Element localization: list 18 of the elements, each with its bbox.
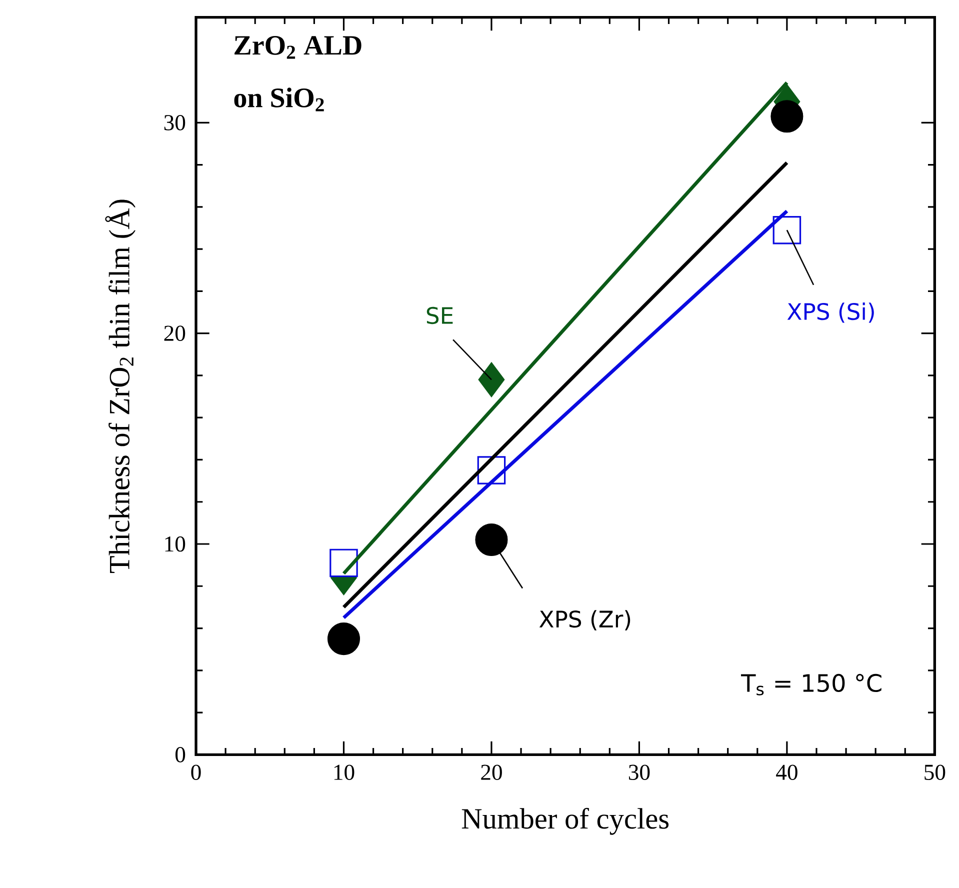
x-tick-label: 30	[628, 764, 650, 780]
x-tick-label: 0	[191, 764, 201, 780]
x-tick-label: 10	[334, 764, 354, 780]
text: SE	[426, 306, 453, 324]
x-axis-title: Number of cycles	[462, 808, 669, 835]
annotation: T$_{s}$ = 150 °C	[740, 674, 882, 696]
annotation: ZrO$_{2}$ ALD	[234, 36, 362, 59]
annotation: on SiO$_{2}$	[234, 88, 324, 112]
x-tick-label: 20	[481, 764, 502, 780]
y-tick-label: 10	[165, 536, 186, 552]
y-tick-label: 20	[164, 326, 186, 341]
y-tick-label: 30	[164, 115, 186, 130]
x-tick-label: 40	[776, 764, 798, 780]
text: XPS (Zr)	[539, 610, 630, 630]
y-axis-title: Thickness of ZrO$_{2}$ thin film (Å)	[105, 200, 136, 574]
x-tick-label: 50	[924, 764, 946, 780]
text: XPS (Si)	[787, 302, 874, 323]
y-tick-label: 0	[175, 747, 186, 762]
